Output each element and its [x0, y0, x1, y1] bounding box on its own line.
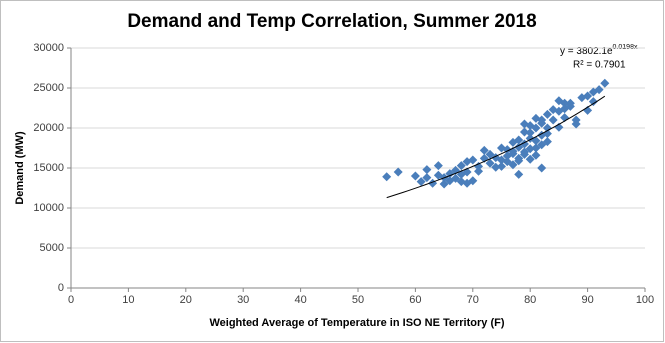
- y-tick-label: 20000: [33, 122, 64, 134]
- data-point: [514, 135, 524, 145]
- data-point: [479, 145, 489, 155]
- data-point: [594, 85, 604, 95]
- data-point: [468, 176, 478, 186]
- data-point: [537, 163, 547, 173]
- y-tick-label: 0: [58, 282, 64, 294]
- x-tick-label: 30: [237, 294, 249, 306]
- x-tick-label: 0: [68, 294, 74, 306]
- data-point: [554, 122, 564, 132]
- x-tick-label: 70: [467, 294, 479, 306]
- data-point: [525, 144, 535, 154]
- data-point: [416, 177, 426, 187]
- data-point: [491, 162, 501, 172]
- x-tick-label: 90: [581, 294, 593, 306]
- chart-title: Demand and Temp Correlation, Summer 2018: [127, 11, 536, 32]
- y-axis-title: Demand (MW): [14, 131, 26, 205]
- data-point: [542, 137, 552, 147]
- y-tick-label: 10000: [33, 202, 64, 214]
- data-point: [588, 97, 598, 107]
- x-tick-label: 50: [352, 294, 364, 306]
- x-tick-label: 60: [409, 294, 421, 306]
- x-tick-label: 80: [524, 294, 536, 306]
- data-point: [542, 123, 552, 133]
- x-axis-title: Weighted Average of Temperature in ISO N…: [209, 317, 504, 329]
- data-point: [542, 109, 552, 119]
- y-tick-label: 25000: [33, 82, 64, 94]
- equation-base: y = 3802.1e: [560, 46, 613, 57]
- trendline-equation: y = 3802.1e0.0198x: [560, 44, 638, 57]
- data-point: [514, 156, 524, 166]
- data-point: [600, 78, 610, 88]
- data-point: [422, 165, 432, 175]
- x-tick-label: 40: [294, 294, 306, 306]
- data-point: [531, 123, 541, 133]
- data-point: [519, 127, 529, 137]
- equation-exponent: 0.0198x: [613, 44, 638, 51]
- data-point: [497, 161, 506, 171]
- y-tick-label: 5000: [40, 242, 64, 254]
- data-point: [531, 136, 541, 146]
- data-point: [393, 167, 403, 177]
- data-point: [474, 161, 484, 171]
- x-tick-label: 10: [122, 294, 134, 306]
- data-point: [583, 91, 593, 101]
- y-tick-label: 30000: [33, 42, 64, 54]
- data-point: [531, 150, 541, 160]
- data-point: [565, 98, 575, 108]
- y-tick-label: 15000: [33, 162, 64, 174]
- data-point: [525, 128, 535, 138]
- data-point: [456, 161, 466, 171]
- x-tick-label: 100: [636, 294, 654, 306]
- data-point: [537, 118, 547, 128]
- data-point: [468, 155, 478, 165]
- data-point: [485, 158, 495, 168]
- data-point: [422, 173, 432, 183]
- data-point: [474, 166, 484, 176]
- data-point: [525, 154, 535, 164]
- data-point: [548, 115, 558, 125]
- data-point: [382, 172, 392, 182]
- data-point: [571, 115, 581, 125]
- data-point: [508, 160, 518, 170]
- trendline: [386, 95, 606, 199]
- x-tick-label: 20: [180, 294, 192, 306]
- r-squared: R² = 0.7901: [573, 60, 626, 71]
- data-point: [410, 171, 420, 181]
- data-point: [525, 121, 535, 131]
- data-point: [514, 169, 524, 179]
- data-point: [433, 161, 443, 171]
